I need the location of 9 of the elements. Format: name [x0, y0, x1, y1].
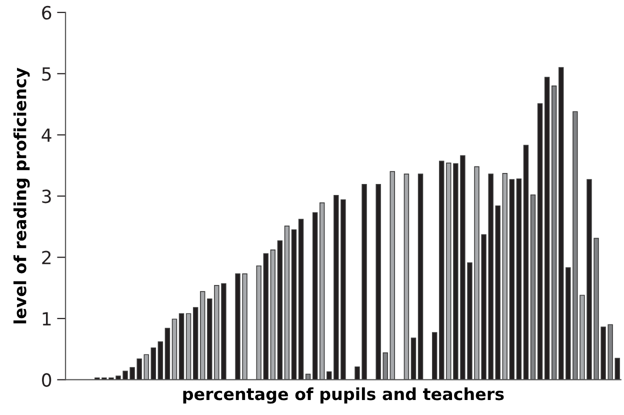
y-axis-title: level of reading proficiency — [13, 68, 30, 324]
y-tick-label: 1 — [42, 312, 51, 326]
y-tick-label: 3 — [42, 190, 51, 204]
y-tick-label: 4 — [42, 128, 52, 142]
y-tick-label: 2 — [42, 250, 51, 264]
y-tick-label: 5 — [42, 67, 51, 81]
y-tick-label: 6 — [42, 6, 52, 20]
x-axis-title: percentage of pupils and teachers — [183, 387, 504, 404]
y-tick-label: 0 — [42, 373, 52, 387]
